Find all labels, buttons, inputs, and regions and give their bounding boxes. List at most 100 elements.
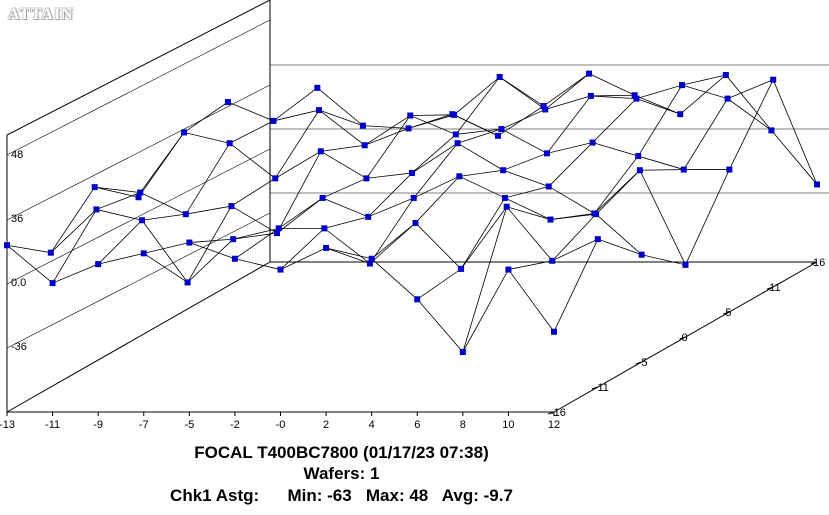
z-tick-label: 36 — [11, 213, 23, 225]
y-axis-ticks: 16 11 5 0 -5 -11 -16 — [547, 257, 825, 419]
chart-title: FOCAL T400BC7800 (01/17/23 07:38) — [194, 443, 489, 462]
y-tick-label: -11 — [594, 382, 609, 394]
series-line — [50, 206, 599, 284]
data-point — [366, 260, 373, 267]
data-point — [365, 213, 372, 220]
data-point — [226, 140, 233, 147]
side-grid-line — [6, 19, 271, 156]
x-axis-ticks: -13 -11 -9 -7 -5 -2 -0 2 4 6 8 10 12 — [0, 412, 560, 431]
y-tick-label: -5 — [638, 357, 648, 369]
y-tick-mark — [810, 261, 818, 265]
data-point — [135, 194, 142, 201]
x-tick-label: -0 — [276, 419, 286, 431]
cross-line — [371, 94, 635, 260]
y-tick-mark — [767, 286, 774, 290]
data-point — [414, 296, 421, 303]
top-left-edge — [6, 0, 271, 136]
x-tick-label: 10 — [502, 419, 514, 431]
chart-subtitle: Wafers: 1 — [303, 464, 380, 483]
side-grid-line — [6, 148, 271, 285]
data-point — [4, 242, 10, 249]
x-tick-label: 2 — [323, 419, 329, 431]
x-tick-label: -9 — [93, 419, 103, 431]
z-tick-label: -36 — [11, 341, 27, 353]
data-point — [547, 216, 554, 223]
data-point — [814, 181, 820, 188]
data-point — [93, 206, 100, 213]
data-point — [638, 251, 645, 258]
data-point — [587, 92, 594, 99]
x-tick-label: 12 — [548, 419, 560, 431]
y-tick-label: 5 — [725, 307, 731, 319]
data-point — [270, 117, 277, 124]
data-point — [321, 225, 328, 232]
data-point — [636, 167, 643, 174]
data-point — [451, 111, 458, 118]
side-grid-line — [6, 84, 271, 221]
data-point — [314, 84, 321, 91]
data-point — [224, 99, 231, 105]
data-point — [501, 194, 508, 201]
data-point — [182, 211, 189, 218]
data-point — [586, 70, 593, 77]
data-point — [635, 153, 642, 160]
data-point — [594, 236, 601, 243]
data-point — [47, 249, 54, 256]
data-point — [323, 244, 330, 251]
data-point — [544, 150, 550, 157]
data-point — [140, 250, 147, 257]
x-tick-label: 8 — [460, 419, 466, 431]
data-points — [4, 70, 820, 355]
data-point — [181, 129, 188, 136]
data-point — [275, 225, 282, 232]
y-tick-mark — [635, 361, 642, 365]
data-point — [458, 265, 465, 272]
y-tick-mark — [591, 386, 598, 390]
x-tick-label: -13 — [0, 419, 15, 431]
data-point — [459, 349, 466, 355]
data-point — [542, 106, 549, 113]
data-point — [677, 111, 684, 118]
data-point — [770, 76, 777, 83]
data-point — [277, 266, 284, 273]
series-line — [6, 242, 555, 353]
data-point — [228, 203, 235, 210]
data-point — [498, 126, 505, 133]
data-point — [272, 175, 279, 182]
data-point — [361, 142, 368, 149]
x-tick-label: -5 — [184, 419, 194, 431]
data-point — [726, 166, 733, 173]
data-point — [49, 280, 56, 287]
z-axis-ticks: 48 36 0.0 -36 — [11, 149, 27, 353]
data-point — [593, 211, 600, 218]
data-point — [496, 74, 503, 80]
data-point — [316, 107, 323, 114]
y-tick-mark — [723, 311, 730, 315]
data-point — [186, 239, 193, 246]
y-tick-label: 0 — [682, 332, 688, 344]
data-point — [184, 279, 191, 286]
x-tick-label: 6 — [414, 419, 420, 431]
data-point — [407, 112, 414, 119]
data-point — [589, 139, 596, 146]
plot-frame — [6, 0, 829, 413]
floor-left-edge — [6, 261, 271, 413]
data-point — [454, 140, 461, 147]
cross-line — [6, 186, 139, 254]
data-point — [505, 266, 512, 273]
data-point — [633, 95, 640, 102]
data-point — [230, 236, 237, 243]
y-tick-mark — [547, 411, 555, 415]
data-point — [412, 219, 419, 226]
data-point — [494, 132, 501, 139]
data-point — [410, 194, 417, 201]
chart-stats: Chk1 Astg: Min: -63 Max: 48 Avg: -9.7 — [170, 486, 513, 505]
data-point — [452, 131, 459, 138]
data-point — [317, 148, 324, 155]
data-point — [500, 167, 507, 174]
data-point — [137, 189, 144, 196]
data-point — [368, 255, 375, 262]
data-point — [545, 183, 552, 190]
data-point — [139, 217, 145, 224]
